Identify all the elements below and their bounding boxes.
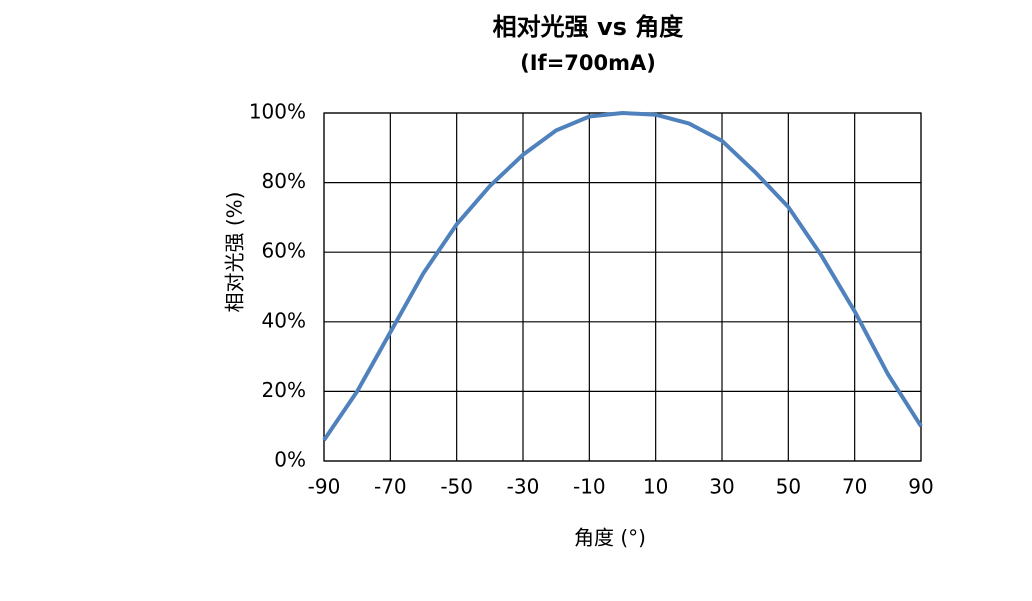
x-tick-label: 90 — [908, 475, 933, 499]
x-tick-label: 70 — [842, 475, 867, 499]
y-axis-label: 相对光强 (%) — [223, 192, 247, 313]
x-tick-label: -30 — [507, 475, 540, 499]
data-line — [322, 111, 923, 442]
y-tick-label: 80% — [262, 169, 306, 193]
y-tick-label: 0% — [274, 448, 306, 472]
chart-title: 相对光强 vs 角度 — [493, 13, 685, 41]
x-tick-label: 50 — [776, 475, 801, 499]
y-tick-label: 100% — [249, 100, 306, 124]
x-tick-label: 30 — [709, 475, 734, 499]
x-tick-label: 10 — [643, 475, 668, 499]
x-tick-label: -90 — [308, 475, 341, 499]
x-tick-label: -10 — [573, 475, 606, 499]
y-tick-label: 60% — [262, 239, 306, 263]
y-tick-label: 40% — [262, 308, 306, 332]
x-axis-label: 角度 (°) — [574, 526, 646, 550]
y-tick-label: 20% — [262, 378, 306, 402]
x-tick-label: -50 — [440, 475, 473, 499]
chart-subtitle: (If=700mA) — [520, 51, 656, 75]
x-tick-label: -70 — [374, 475, 407, 499]
